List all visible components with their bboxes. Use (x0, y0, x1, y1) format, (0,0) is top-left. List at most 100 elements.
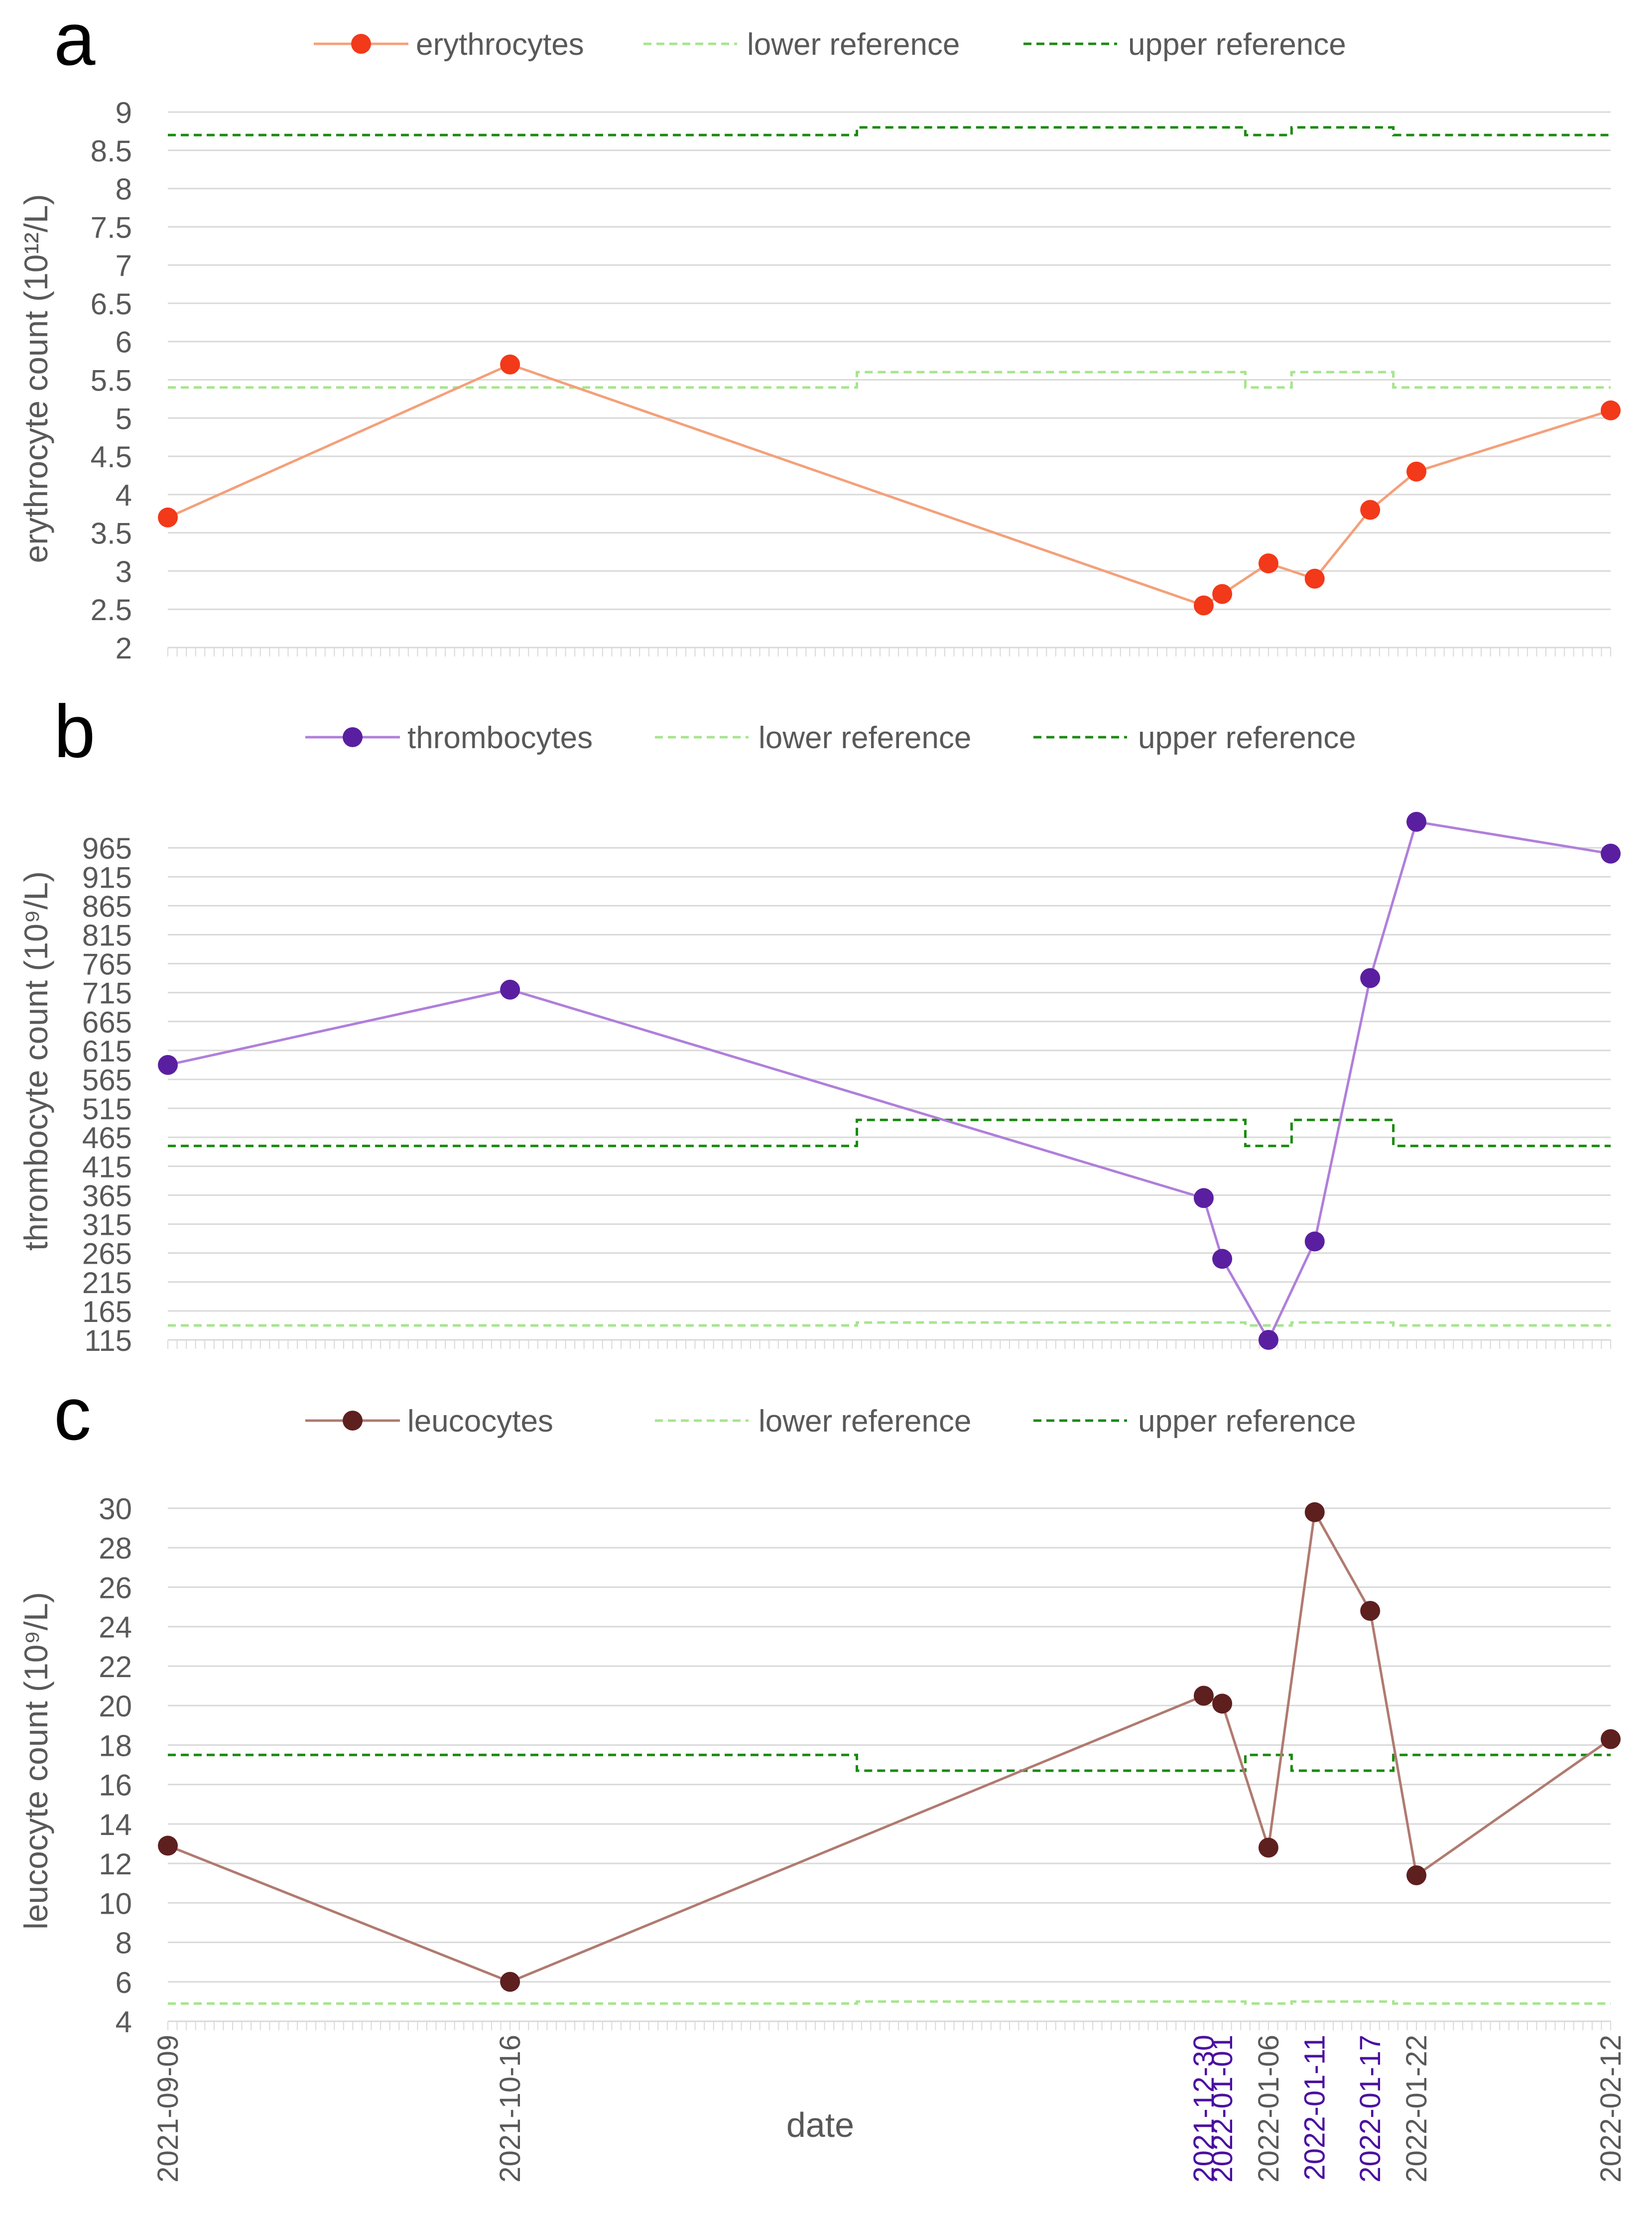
chart-panel-b: b 115165215265315365415465515565615665715… (17, 689, 1621, 1357)
panel-letter: a (54, 0, 96, 81)
x-tick-label: 2022-01-22 (1400, 2035, 1433, 2183)
y-tick-label: 665 (82, 1006, 132, 1039)
legend-label-leucocytes: leucocytes (407, 1404, 553, 1439)
y-tick-label: 765 (82, 948, 132, 981)
legend: erythrocytes lower reference upper referen… (314, 27, 1346, 62)
y-tick-label: 2.5 (91, 593, 132, 627)
thrombocytes-point (1258, 1330, 1278, 1350)
y-tick-label: 6 (116, 326, 132, 359)
y-tick-label: 565 (82, 1063, 132, 1097)
thrombocytes-point (1601, 843, 1621, 864)
y-tick-label: 7 (116, 249, 132, 282)
x-tick-label: 2021-12-30 (1188, 2035, 1220, 2183)
y-tick-label: 915 (82, 861, 132, 894)
leucocytes-point (1601, 1729, 1621, 1749)
x-tick-label: 2022-01-11 (1299, 2035, 1331, 2180)
legend-label-lower-reference: lower reference (759, 721, 971, 755)
y-tick-label: 415 (82, 1150, 132, 1183)
y-tick-label: 10 (99, 1887, 132, 1920)
leucocytes-point (158, 1836, 178, 1856)
thrombocytes-point (500, 979, 520, 1000)
leucocytes-point (1304, 1502, 1325, 1522)
y-tick-label: 30 (99, 1492, 132, 1526)
y-tick-label: 4 (116, 479, 132, 512)
erythrocytes-point (1212, 584, 1233, 604)
y-tick-label: 515 (82, 1092, 132, 1126)
y-tick-label: 14 (99, 1808, 132, 1841)
legend-label-thrombocytes: thrombocytes (407, 721, 593, 755)
erythrocytes-point (1193, 595, 1214, 616)
y-tick-label: 4.5 (91, 440, 132, 474)
y-tick-label: 165 (82, 1295, 132, 1328)
y-axis-label: erythrocyte count (10¹²/L) (17, 194, 54, 563)
x-tick-label: 2022-01-01 (1206, 2035, 1239, 2183)
thrombocytes-point (1406, 811, 1427, 832)
y-tick-label: 115 (84, 1324, 132, 1357)
x-minor-ticks (167, 2021, 1611, 2030)
legend: leucocytes lower reference upper reference (305, 1404, 1356, 1439)
y-tick-label: 2 (116, 632, 132, 665)
erythrocytes-point (1360, 500, 1381, 520)
y-tick-label: 8 (116, 1927, 132, 1960)
y-tick-label: 965 (82, 832, 132, 865)
y-tick-label: 8.5 (91, 134, 132, 168)
legend: thrombocytes lower reference upper referen… (305, 721, 1356, 755)
lower-reference-line (168, 2000, 1611, 2005)
x-tick-label: 2022-01-06 (1253, 2035, 1285, 2183)
thrombocytes-point (1304, 1231, 1325, 1252)
x-date-labels: 2021-09-09 2021-10-16 2021-12-302022-01-01… (152, 2035, 1627, 2183)
x-tick-label: 2021-09-09 (152, 2035, 184, 2183)
erythrocytes-point (500, 354, 520, 375)
chart-panel-a: a 2 2.5 3 3.5 4 4.5 5 5.5 6 6.5 7 7.5 8 8.5 9 erythrocyt… (17, 0, 1621, 665)
thrombocytes-point (1193, 1188, 1214, 1208)
leucocytes-point (1258, 1837, 1278, 1858)
y-tick-label: 8 (116, 173, 132, 206)
y-tick-label: 865 (82, 890, 132, 923)
y-tick-label: 815 (82, 919, 132, 952)
lower-reference-line (168, 1321, 1611, 1327)
leucocytes-point (1212, 1694, 1233, 1714)
y-tick-label: 6 (116, 1966, 132, 1999)
legend-label-upper-reference: upper reference (1138, 721, 1356, 755)
lower-reference-line (168, 371, 1611, 389)
leucocytes-point (1406, 1865, 1427, 1885)
upper-reference-line (168, 1118, 1611, 1148)
legend-label-lower-reference: lower reference (747, 27, 960, 62)
panel-letter: b (54, 689, 95, 773)
erythrocytes-point (1601, 400, 1621, 420)
y-tick-label: 3 (116, 555, 132, 588)
x-minor-ticks (167, 648, 1611, 656)
erythrocytes-point (158, 507, 178, 527)
y-axis-label: thrombocyte count (10⁹/L) (17, 871, 54, 1251)
y-tick-label: 5 (116, 402, 132, 435)
legend-label-erythrocytes: erythrocytes (416, 27, 584, 62)
x-minor-ticks (167, 1340, 1611, 1349)
y-tick-label: 9 (116, 96, 132, 130)
y-tick-label: 12 (99, 1847, 132, 1881)
y-tick-label: 20 (99, 1690, 132, 1723)
x-tick-label: 2021-10-16 (494, 2035, 526, 2183)
legend-marker-leucocytes (343, 1411, 363, 1431)
legend-marker-erythrocytes (351, 34, 371, 54)
x-tick-label: 2022-02-12 (1595, 2035, 1627, 2183)
y-tick-label: 615 (82, 1035, 132, 1068)
thrombocytes-point (1360, 968, 1381, 988)
y-tick-label: 24 (99, 1611, 132, 1644)
y-tick-label: 265 (82, 1237, 132, 1271)
thrombocytes-point (1212, 1249, 1233, 1269)
leucocytes-point (1360, 1601, 1381, 1621)
panel-letter: c (54, 1372, 91, 1455)
erythrocytes-point (1406, 461, 1427, 482)
y-tick-label: 465 (82, 1121, 132, 1155)
y-tick-label: 215 (82, 1266, 132, 1300)
y-tick-label: 6.5 (91, 287, 132, 321)
upper-reference-line (168, 1753, 1611, 1772)
leucocytes-point (1193, 1686, 1214, 1706)
thrombocytes-point (158, 1054, 178, 1075)
erythrocytes-point (1304, 568, 1325, 589)
y-tick-label: 5.5 (91, 364, 132, 397)
legend-marker-thrombocytes (343, 727, 363, 747)
chart-panel-c: c 4 6 8 10 12 14 16 18 20 22 24 26 28 30 leucocyte coun… (17, 1372, 1621, 2039)
y-axis-label: leucocyte count (10⁹/L) (17, 1592, 54, 1930)
